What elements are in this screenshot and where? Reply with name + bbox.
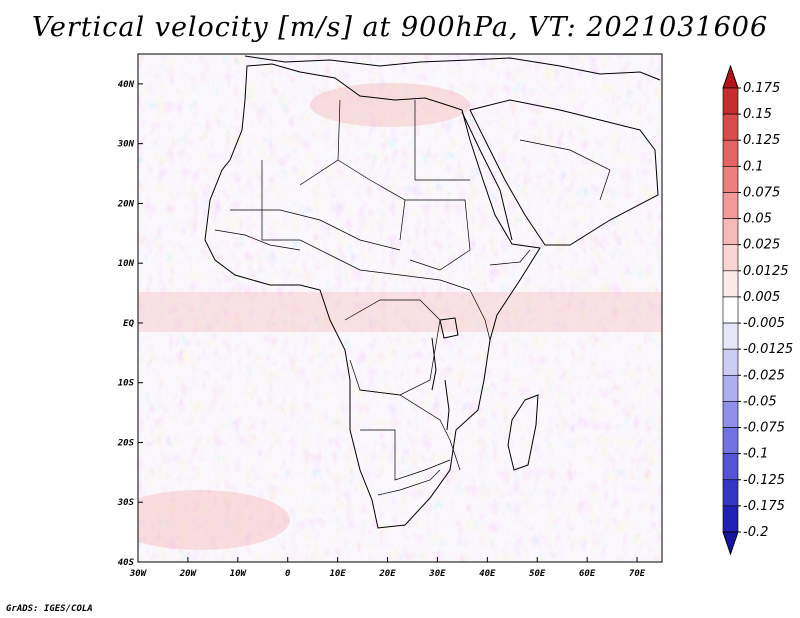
lake-tanganyika — [431, 337, 437, 391]
colorbar-segment — [722, 322, 739, 350]
colorbar-label: 0.05 — [743, 212, 772, 227]
border-east-africa — [469, 289, 491, 341]
colorbar-label: -0.125 — [743, 473, 785, 488]
colorbar-segment — [722, 270, 739, 298]
europe-coastline — [244, 55, 661, 81]
lon-tick-label: 60E — [579, 569, 596, 579]
border-west-coast — [214, 229, 301, 251]
colorbar-segment — [722, 113, 739, 141]
colorbar-segment — [722, 139, 739, 167]
border-sudan — [405, 199, 471, 271]
madagascar-coastline — [507, 394, 539, 471]
border-mali — [261, 160, 331, 256]
velocity-field — [138, 54, 662, 562]
lon-tick-label: 30W — [129, 569, 148, 579]
colorbar-segment — [722, 87, 739, 115]
field-patches — [138, 83, 662, 550]
colorbar-segment — [722, 296, 739, 324]
lat-tick-label: 10N — [118, 259, 135, 269]
colorbar-label: -0.2 — [743, 525, 768, 540]
colorbar-label: -0.175 — [743, 499, 785, 514]
colorbar-segment — [722, 166, 739, 193]
colorbar-segment — [722, 505, 739, 533]
colorbar-segment — [722, 427, 739, 454]
lon-tick-label: 20W — [179, 569, 198, 579]
map-panel: 30W 20W 10W 0 10E 20E 30E 40E 50E 60E 70E 40N 30N 20N… — [117, 53, 663, 579]
colorbar-segment — [722, 479, 739, 507]
lat-tick-label: 30N — [117, 140, 135, 150]
country-borders — [214, 99, 611, 496]
border-arabia-interior — [519, 139, 611, 201]
colorbar-label: 0.075 — [743, 185, 780, 200]
colorbar-segment — [722, 244, 739, 272]
southern-storm-track — [138, 490, 290, 550]
colorbar-label: -0.0125 — [743, 342, 793, 357]
border-niger-chad — [337, 159, 406, 241]
border-horn — [489, 249, 531, 266]
lat-tick-label: 40S — [118, 558, 135, 568]
lat-tick-label: 30S — [117, 498, 135, 508]
colorbar-label: -0.1 — [743, 447, 768, 462]
border-angola-zambia — [359, 389, 451, 441]
lat-tick-label: 40N — [118, 80, 135, 90]
border-mozambique — [449, 439, 461, 471]
colorbar-segment — [722, 374, 739, 402]
colorbar-label: -0.05 — [743, 394, 777, 409]
border-sahel-lateral — [230, 209, 401, 251]
border-central-africa — [329, 254, 471, 291]
chart-title: Vertical velocity [m/s] at 900hPa, VT: 2… — [31, 12, 769, 43]
coastlines — [204, 55, 661, 529]
colorbar-segment — [722, 192, 739, 219]
lat-tick-label: 10S — [118, 379, 135, 389]
footer-credit: GrADS: IGES/COLA — [6, 604, 93, 614]
colorbar-label: 0.15 — [743, 107, 772, 122]
lat-tick-label: 20S — [117, 438, 135, 448]
africa-coastline — [204, 63, 541, 529]
lake-victoria — [439, 317, 459, 339]
colorbar-bottom-arrow — [722, 531, 739, 556]
red-sea — [461, 111, 513, 241]
map-frame — [137, 53, 663, 563]
colorbar: 0.175 0.15 0.125 0.1 0.075 0.05 0.025 0.0125 0.0… — [722, 64, 793, 556]
arabia-coastline — [469, 99, 659, 246]
colorbar-segment — [722, 218, 739, 246]
axis-ticks: 30W 20W 10W 0 10E 20E 30E 40E 50E 60E 70E 40N 30N 20N… — [117, 80, 646, 579]
colorbar-segment — [722, 348, 739, 376]
lon-tick-label: 50E — [529, 569, 546, 579]
border-namibia-botswana — [360, 429, 451, 481]
lat-tick-label: 20N — [117, 199, 135, 209]
lon-tick-label: 20E — [378, 569, 396, 579]
lon-tick-label: 10E — [329, 569, 346, 579]
lon-tick-label: 10W — [230, 569, 248, 579]
colorbar-top-arrow — [722, 64, 739, 89]
colorbar-label: -0.075 — [743, 421, 785, 436]
lat-tick-label: EQ — [123, 319, 134, 329]
lon-tick-label: 40E — [479, 569, 496, 579]
colorbar-label: 0.025 — [743, 238, 780, 253]
colorbar-label: 0.0125 — [743, 264, 789, 279]
border-south-africa — [377, 469, 441, 496]
colorbar-segment — [722, 401, 739, 428]
lon-tick-label: 30E — [428, 569, 446, 579]
colorbar-label: -0.005 — [743, 316, 785, 331]
itcz-band — [138, 292, 662, 332]
colorbar-label: 0.005 — [743, 290, 780, 305]
colorbar-label: 0.175 — [743, 81, 780, 96]
north-red-patch — [310, 83, 470, 127]
colorbar-label: 0.1 — [743, 159, 764, 174]
colorbar-label: 0.125 — [743, 133, 780, 148]
colorbar-label: -0.025 — [743, 368, 785, 383]
colorbar-segment — [722, 453, 739, 481]
lake-malawi — [444, 379, 450, 431]
lon-tick-label: 0 — [285, 569, 291, 579]
lon-tick-label: 70E — [629, 569, 646, 579]
